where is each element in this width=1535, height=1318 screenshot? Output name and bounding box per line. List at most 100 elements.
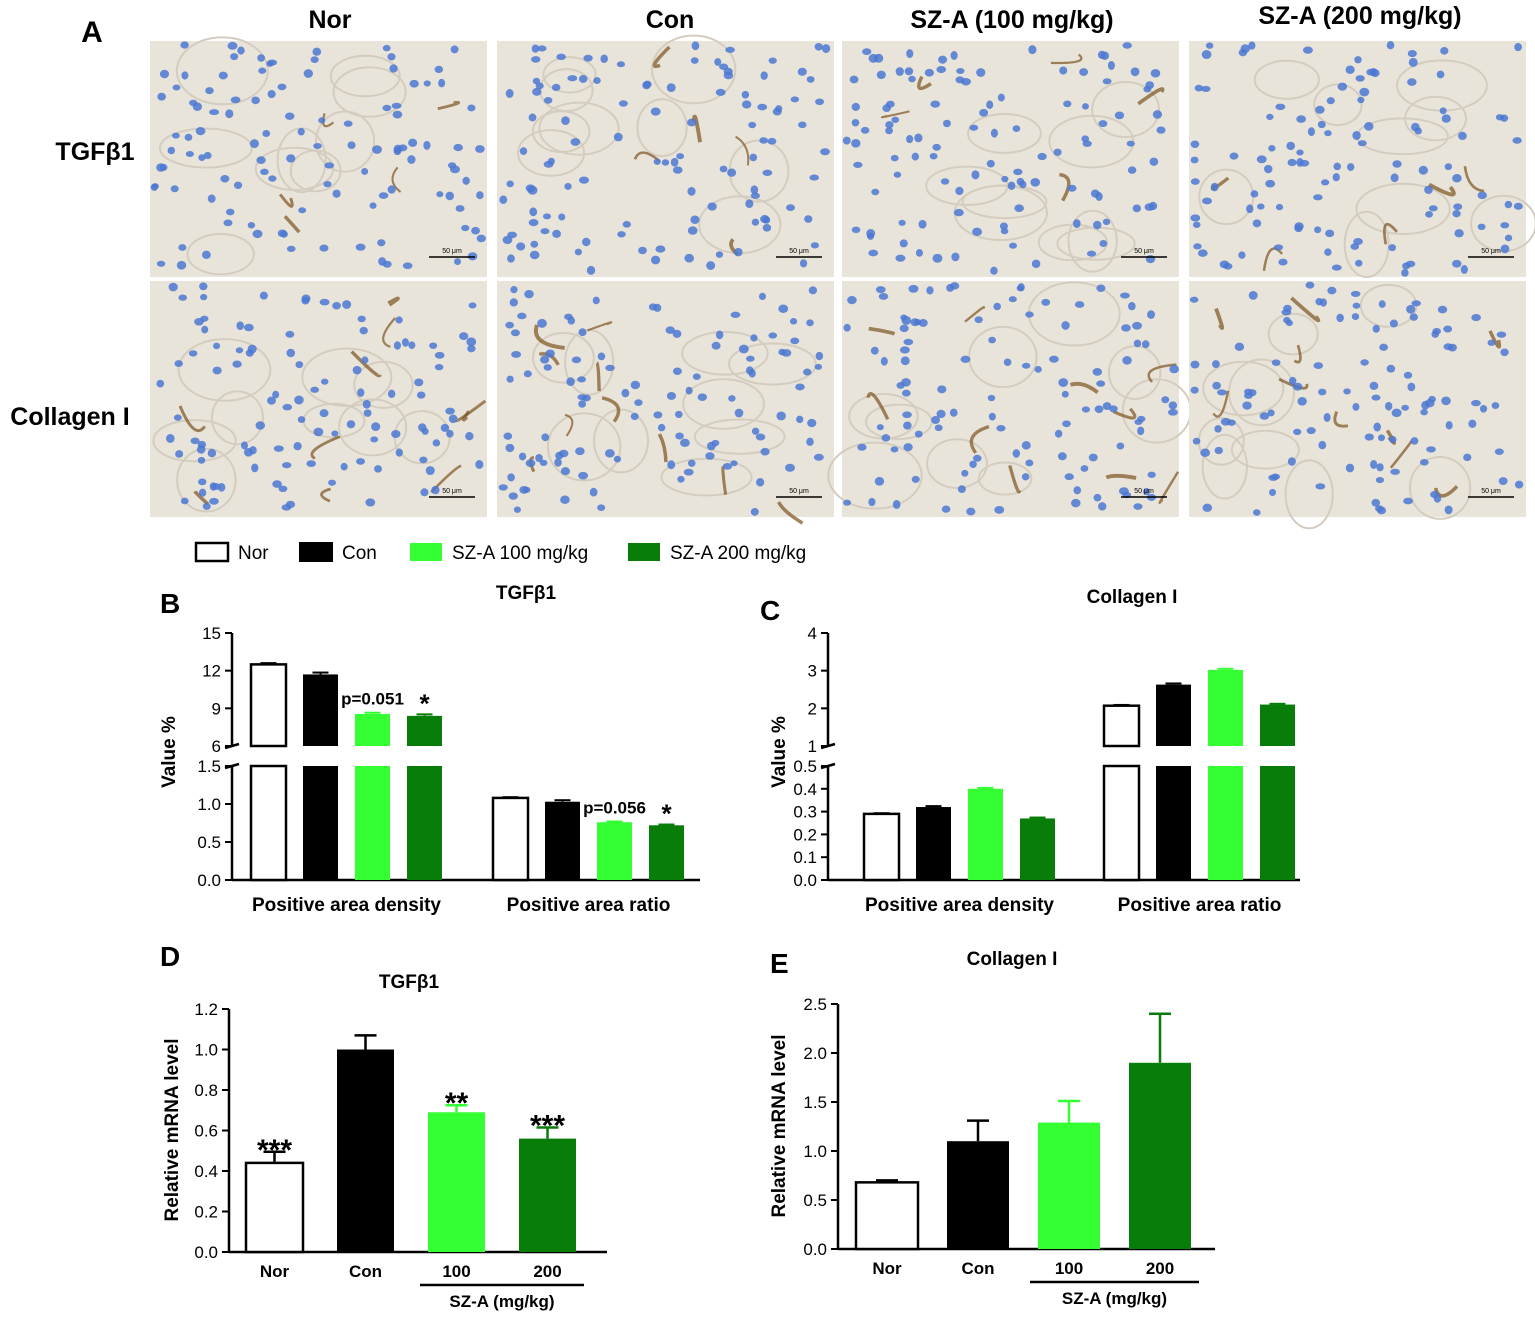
nucleus — [815, 98, 825, 106]
nucleus — [356, 458, 365, 465]
bar-positive-area-density-nor-lower — [249, 764, 288, 882]
nucleus — [733, 247, 743, 257]
nucleus — [423, 140, 431, 150]
stain-streak — [866, 392, 890, 420]
nucleus — [1407, 78, 1417, 86]
nucleus — [517, 312, 527, 320]
nucleus — [630, 380, 641, 390]
nucleus — [1098, 502, 1107, 511]
nucleus — [706, 261, 716, 270]
nucleus — [1411, 300, 1421, 307]
stain-streak — [320, 487, 331, 503]
nucleus — [1471, 399, 1481, 407]
nucleus — [934, 424, 943, 432]
nucleus — [1099, 239, 1108, 248]
tubule-outline — [926, 438, 988, 489]
nucleus — [535, 82, 544, 90]
nucleus — [790, 96, 800, 103]
nucleus — [843, 499, 851, 506]
nucleus — [251, 463, 259, 473]
nucleus — [306, 460, 316, 467]
nucleus — [918, 219, 927, 229]
nucleus — [180, 41, 189, 49]
nucleus — [1513, 202, 1523, 210]
nucleus — [465, 432, 474, 441]
nucleus — [313, 143, 322, 150]
stain-streak — [1488, 330, 1502, 349]
nucleus — [1238, 251, 1246, 259]
nucleus — [692, 373, 701, 380]
nucleus — [513, 506, 521, 513]
nucleus — [790, 337, 800, 345]
nucleus — [820, 148, 830, 156]
nucleus — [748, 121, 757, 129]
nucleus — [757, 103, 768, 111]
nucleus — [543, 364, 552, 371]
nucleus — [937, 385, 947, 394]
nucleus — [600, 54, 608, 64]
nucleus — [1073, 219, 1081, 229]
nucleus — [1323, 412, 1331, 422]
nucleus — [1229, 152, 1239, 160]
micrograph-tgfb1-con: 50 μm — [497, 34, 834, 277]
nucleus — [1401, 269, 1409, 277]
nucleus — [1063, 100, 1072, 108]
nucleus — [1306, 427, 1316, 435]
nucleus — [874, 476, 885, 486]
nucleus — [395, 448, 403, 457]
significance-marker: ** — [445, 1087, 469, 1120]
nucleus — [1147, 471, 1156, 478]
nucleus — [728, 395, 736, 402]
nucleus — [613, 132, 623, 142]
nucleus — [199, 282, 208, 291]
nucleus — [508, 492, 518, 500]
nucleus — [1428, 395, 1436, 403]
nucleus — [178, 244, 187, 251]
nucleus — [170, 185, 179, 193]
nucleus — [1021, 473, 1030, 481]
nucleus — [541, 433, 550, 442]
nucleus — [767, 137, 777, 145]
x-category-label: Positive area density — [865, 895, 1054, 916]
nucleus — [1401, 404, 1409, 411]
bar-positive-area-ratio-con-upper — [1156, 684, 1191, 746]
nucleus — [999, 222, 1008, 230]
x-category-label: Positive area density — [252, 895, 441, 916]
nucleus — [203, 151, 212, 160]
nucleus — [866, 232, 875, 240]
stain-streak — [350, 350, 382, 378]
nucleus — [768, 332, 778, 339]
y-tick-label: 0.3 — [793, 803, 817, 822]
nucleus — [1496, 331, 1507, 338]
nucleus — [1007, 181, 1016, 190]
nucleus — [906, 135, 914, 144]
nucleus — [1458, 131, 1467, 141]
nucleus — [230, 96, 241, 104]
nucleus — [567, 316, 576, 325]
nucleus — [223, 219, 233, 227]
tubule-outline — [152, 419, 237, 463]
nucleus — [955, 186, 964, 196]
nucleus — [445, 407, 455, 415]
nucleus — [990, 128, 998, 138]
y-tick-label: 1 — [808, 737, 817, 756]
nucleus — [507, 254, 515, 263]
nucleus — [468, 302, 477, 309]
nucleus — [899, 346, 910, 354]
nucleus — [1120, 292, 1130, 299]
nucleus — [1205, 42, 1214, 49]
stain-streak — [1050, 53, 1083, 65]
nucleus — [715, 251, 724, 258]
bracket-label: SZ-A (mg/kg) — [449, 1292, 554, 1311]
nucleus — [1041, 298, 1051, 306]
nucleus — [1440, 47, 1449, 55]
nucleus — [1327, 286, 1337, 295]
nucleus — [564, 182, 572, 190]
tubule-outline — [1404, 95, 1467, 142]
x-category-label: 200 — [533, 1262, 561, 1281]
stain-streak — [1214, 307, 1225, 330]
nucleus — [323, 180, 332, 188]
nucleus — [365, 498, 376, 507]
nucleus — [453, 143, 463, 152]
nucleus — [895, 254, 906, 262]
